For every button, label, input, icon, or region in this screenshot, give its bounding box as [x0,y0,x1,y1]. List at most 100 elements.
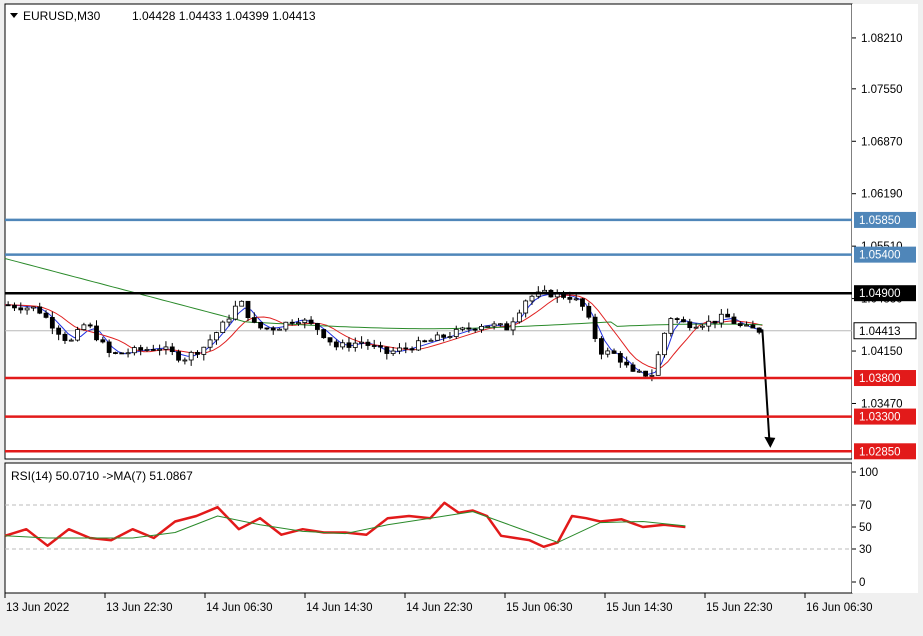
ma-slow-line [4,258,763,330]
candle [251,312,257,324]
rsi-panel[interactable] [4,462,853,594]
time-tick-label: 15 Jun 22:30 [706,602,773,614]
candle [378,341,383,353]
candle [163,341,169,355]
candle [447,331,453,340]
candle [706,315,712,332]
resistance-price-tag [854,246,916,263]
candle [687,318,693,331]
candle [415,336,421,351]
pivot-price-tag [854,285,916,302]
candle [5,301,11,307]
candle [592,313,598,343]
candle [434,331,440,341]
candle [18,302,24,314]
candle [113,351,118,355]
rsi-axis: 100 70 50 30 0 [852,467,878,589]
candle [397,343,402,355]
candle [365,339,371,350]
price-tick-label: 1.04150 [861,346,903,358]
candle [674,317,680,324]
candle [605,347,611,358]
candle [422,339,428,343]
candle [283,321,289,332]
time-tick-label: 13 Jun 22:30 [106,602,173,614]
candle [31,306,36,312]
candle [409,346,415,353]
candle [157,344,163,356]
candle [315,322,320,335]
candle [264,327,270,331]
candle [352,337,358,352]
candle [232,300,238,321]
candle [340,339,346,350]
dropdown-triangle-icon[interactable] [10,13,18,18]
candle [182,357,188,365]
candle [731,313,737,324]
candle [296,317,301,326]
level-label: 1.05850 [859,215,901,227]
candle [662,332,667,358]
candle [56,325,62,341]
candle [150,344,156,351]
candle [138,344,144,356]
candle [24,306,30,315]
candle [245,300,251,321]
level-label: 1.03800 [859,373,901,385]
rsi-tick-label: 0 [859,577,865,589]
candle [523,299,529,318]
level-label: 1.05400 [859,250,901,262]
candle [333,339,339,351]
rsi-tick-label: 70 [859,500,872,512]
candle [359,336,364,349]
ma-mid-line [4,294,763,370]
time-tick-label: 16 Jun 06:30 [806,602,873,614]
ohlc-values: 1.04428 1.04433 1.04399 1.04413 [132,9,316,23]
support-price-tag [854,408,916,425]
candle [668,317,674,337]
candle [81,322,87,331]
candle [201,346,207,361]
candle [258,321,264,330]
candle [441,333,447,342]
candle [580,297,585,311]
candle [214,331,219,345]
candle [144,346,150,352]
candle [693,323,699,329]
candle [43,310,49,319]
symbol-label: EURUSD,M30 [23,9,101,23]
candle [131,345,137,356]
candle [308,316,314,326]
candle [636,369,642,373]
current-price-tag [853,322,917,340]
candle [504,321,510,331]
candle [453,325,459,340]
candle [586,302,592,320]
candle [270,326,276,335]
candle [207,334,213,351]
candle [346,337,352,352]
support-price-tag [854,443,916,460]
candle [573,294,579,302]
candle [744,321,749,327]
price-tick-label: 1.06870 [861,136,903,148]
candle [491,321,497,330]
candle [94,320,99,342]
current-price-label: 1.04413 [859,326,901,338]
candle [195,350,200,358]
chart-header[interactable]: EURUSD,M30 1.04428 1.04433 1.04399 1.044… [10,9,316,23]
candle [737,321,743,328]
candle [49,311,55,335]
candle [472,328,478,333]
ma-fast-line [4,293,763,375]
candle [106,339,112,358]
candle [100,336,106,344]
candle [390,347,396,356]
rsi-tick-label: 100 [859,467,878,479]
rsi-tick-label: 50 [859,522,872,534]
price-panel[interactable] [4,3,853,460]
candle [119,352,125,355]
candle [125,348,131,358]
candle [599,336,604,360]
